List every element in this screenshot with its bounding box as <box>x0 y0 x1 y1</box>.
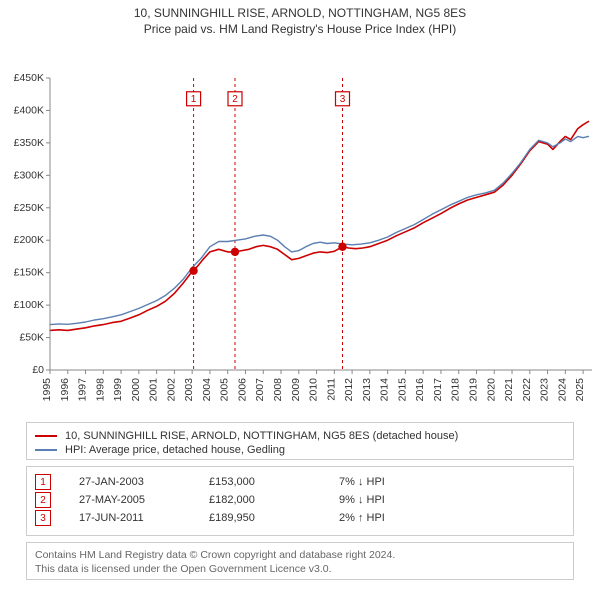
xtick-label: 2016 <box>414 378 426 402</box>
sale-dot <box>338 243 346 251</box>
xtick-label: 2010 <box>308 378 320 402</box>
xtick-label: 2025 <box>574 378 586 402</box>
sale-price-3: £189,950 <box>209 512 339 524</box>
sale-row-1: 1 27-JAN-2003 £153,000 7% ↓ HPI <box>35 473 565 491</box>
ytick-label: £300K <box>14 169 44 181</box>
xtick-label: 1997 <box>77 378 89 402</box>
xtick-label: 2003 <box>183 378 195 402</box>
footer-box: Contains HM Land Registry data © Crown c… <box>26 542 574 580</box>
sale-row-2: 2 27-MAY-2005 £182,000 9% ↓ HPI <box>35 491 565 509</box>
xtick-label: 2019 <box>467 378 479 402</box>
xtick-label: 2018 <box>450 378 462 402</box>
xtick-label: 2024 <box>556 378 568 402</box>
legend-label-price-paid: 10, SUNNINGHILL RISE, ARNOLD, NOTTINGHAM… <box>65 430 458 442</box>
ytick-label: £450K <box>14 72 44 84</box>
xtick-label: 1995 <box>41 378 53 402</box>
legend-label-hpi: HPI: Average price, detached house, Gedl… <box>65 444 285 456</box>
series-hpi <box>50 136 588 324</box>
titles: 10, SUNNINGHILL RISE, ARNOLD, NOTTINGHAM… <box>0 0 600 36</box>
xtick-label: 2022 <box>521 378 533 402</box>
sale-marker-3: 3 <box>35 510 51 526</box>
sales-box: 1 27-JAN-2003 £153,000 7% ↓ HPI 2 27-MAY… <box>26 466 574 536</box>
xtick-label: 2012 <box>343 378 355 402</box>
sale-marker-2: 2 <box>35 492 51 508</box>
sale-dot <box>231 248 239 256</box>
sale-delta-1: 7% ↓ HPI <box>339 476 459 488</box>
xtick-label: 2023 <box>539 378 551 402</box>
sale-price-2: £182,000 <box>209 494 339 506</box>
xtick-label: 1998 <box>94 378 106 402</box>
xtick-label: 2006 <box>236 378 248 402</box>
ytick-label: £50K <box>19 332 44 344</box>
sale-row-3: 3 17-JUN-2011 £189,950 2% ↑ HPI <box>35 509 565 527</box>
xtick-label: 2007 <box>254 378 266 402</box>
chart: £0 £50K £100K £150K £200K £250K £300K £350K £400… <box>0 36 600 416</box>
sale-delta-3: 2% ↑ HPI <box>339 512 459 524</box>
legend-row-price-paid: 10, SUNNINGHILL RISE, ARNOLD, NOTTINGHAM… <box>35 429 565 443</box>
xtick-label: 2004 <box>201 378 213 402</box>
xtick-label: 2001 <box>148 378 160 402</box>
legend-box: 10, SUNNINGHILL RISE, ARNOLD, NOTTINGHAM… <box>26 422 574 460</box>
xtick-label: 2017 <box>432 378 444 402</box>
sale-label-num: 1 <box>191 94 197 105</box>
sale-date-1: 27-JAN-2003 <box>79 476 209 488</box>
title-line-1: 10, SUNNINGHILL RISE, ARNOLD, NOTTINGHAM… <box>0 6 600 20</box>
xtick-label: 2013 <box>361 378 373 402</box>
sale-marker-1: 1 <box>35 474 51 490</box>
xtick-label: 2021 <box>503 378 515 402</box>
xtick-label: 2000 <box>130 378 142 402</box>
ytick-label: £150K <box>14 267 44 279</box>
xtick-label: 2002 <box>165 378 177 402</box>
page: 10, SUNNINGHILL RISE, ARNOLD, NOTTINGHAM… <box>0 0 600 590</box>
series-price_paid <box>50 122 588 331</box>
xtick-label: 2011 <box>325 378 337 401</box>
xtick-label: 1999 <box>112 378 124 402</box>
ytick-label: £400K <box>14 104 44 116</box>
title-line-2: Price paid vs. HM Land Registry's House … <box>0 22 600 36</box>
sale-label-num: 2 <box>232 94 238 105</box>
sale-dot <box>189 267 197 275</box>
xtick-label: 2014 <box>379 378 391 402</box>
xtick-label: 2015 <box>396 378 408 402</box>
xtick-label: 1996 <box>59 378 71 402</box>
xtick-label: 2009 <box>290 378 302 402</box>
ytick-label: £350K <box>14 137 44 149</box>
sale-date-2: 27-MAY-2005 <box>79 494 209 506</box>
chart-svg: £0 £50K £100K £150K £200K £250K £300K £350K £400… <box>0 36 600 416</box>
sale-price-1: £153,000 <box>209 476 339 488</box>
sale-label-num: 3 <box>340 94 346 105</box>
footer-line-1: Contains HM Land Registry data © Crown c… <box>35 549 565 563</box>
xtick-label: 2005 <box>219 378 231 402</box>
ytick-label: £0 <box>32 364 44 376</box>
ytick-label: £100K <box>14 299 44 311</box>
xtick-label: 2020 <box>485 378 497 402</box>
xtick-label: 2008 <box>272 378 284 402</box>
legend-swatch-price-paid <box>35 435 57 437</box>
sale-delta-2: 9% ↓ HPI <box>339 494 459 506</box>
legend-swatch-hpi <box>35 449 57 451</box>
ytick-label: £250K <box>14 202 44 214</box>
sale-date-3: 17-JUN-2011 <box>79 512 209 524</box>
ytick-label: £200K <box>14 234 44 246</box>
footer-line-2: This data is licensed under the Open Gov… <box>35 563 565 577</box>
legend-row-hpi: HPI: Average price, detached house, Gedl… <box>35 443 565 457</box>
